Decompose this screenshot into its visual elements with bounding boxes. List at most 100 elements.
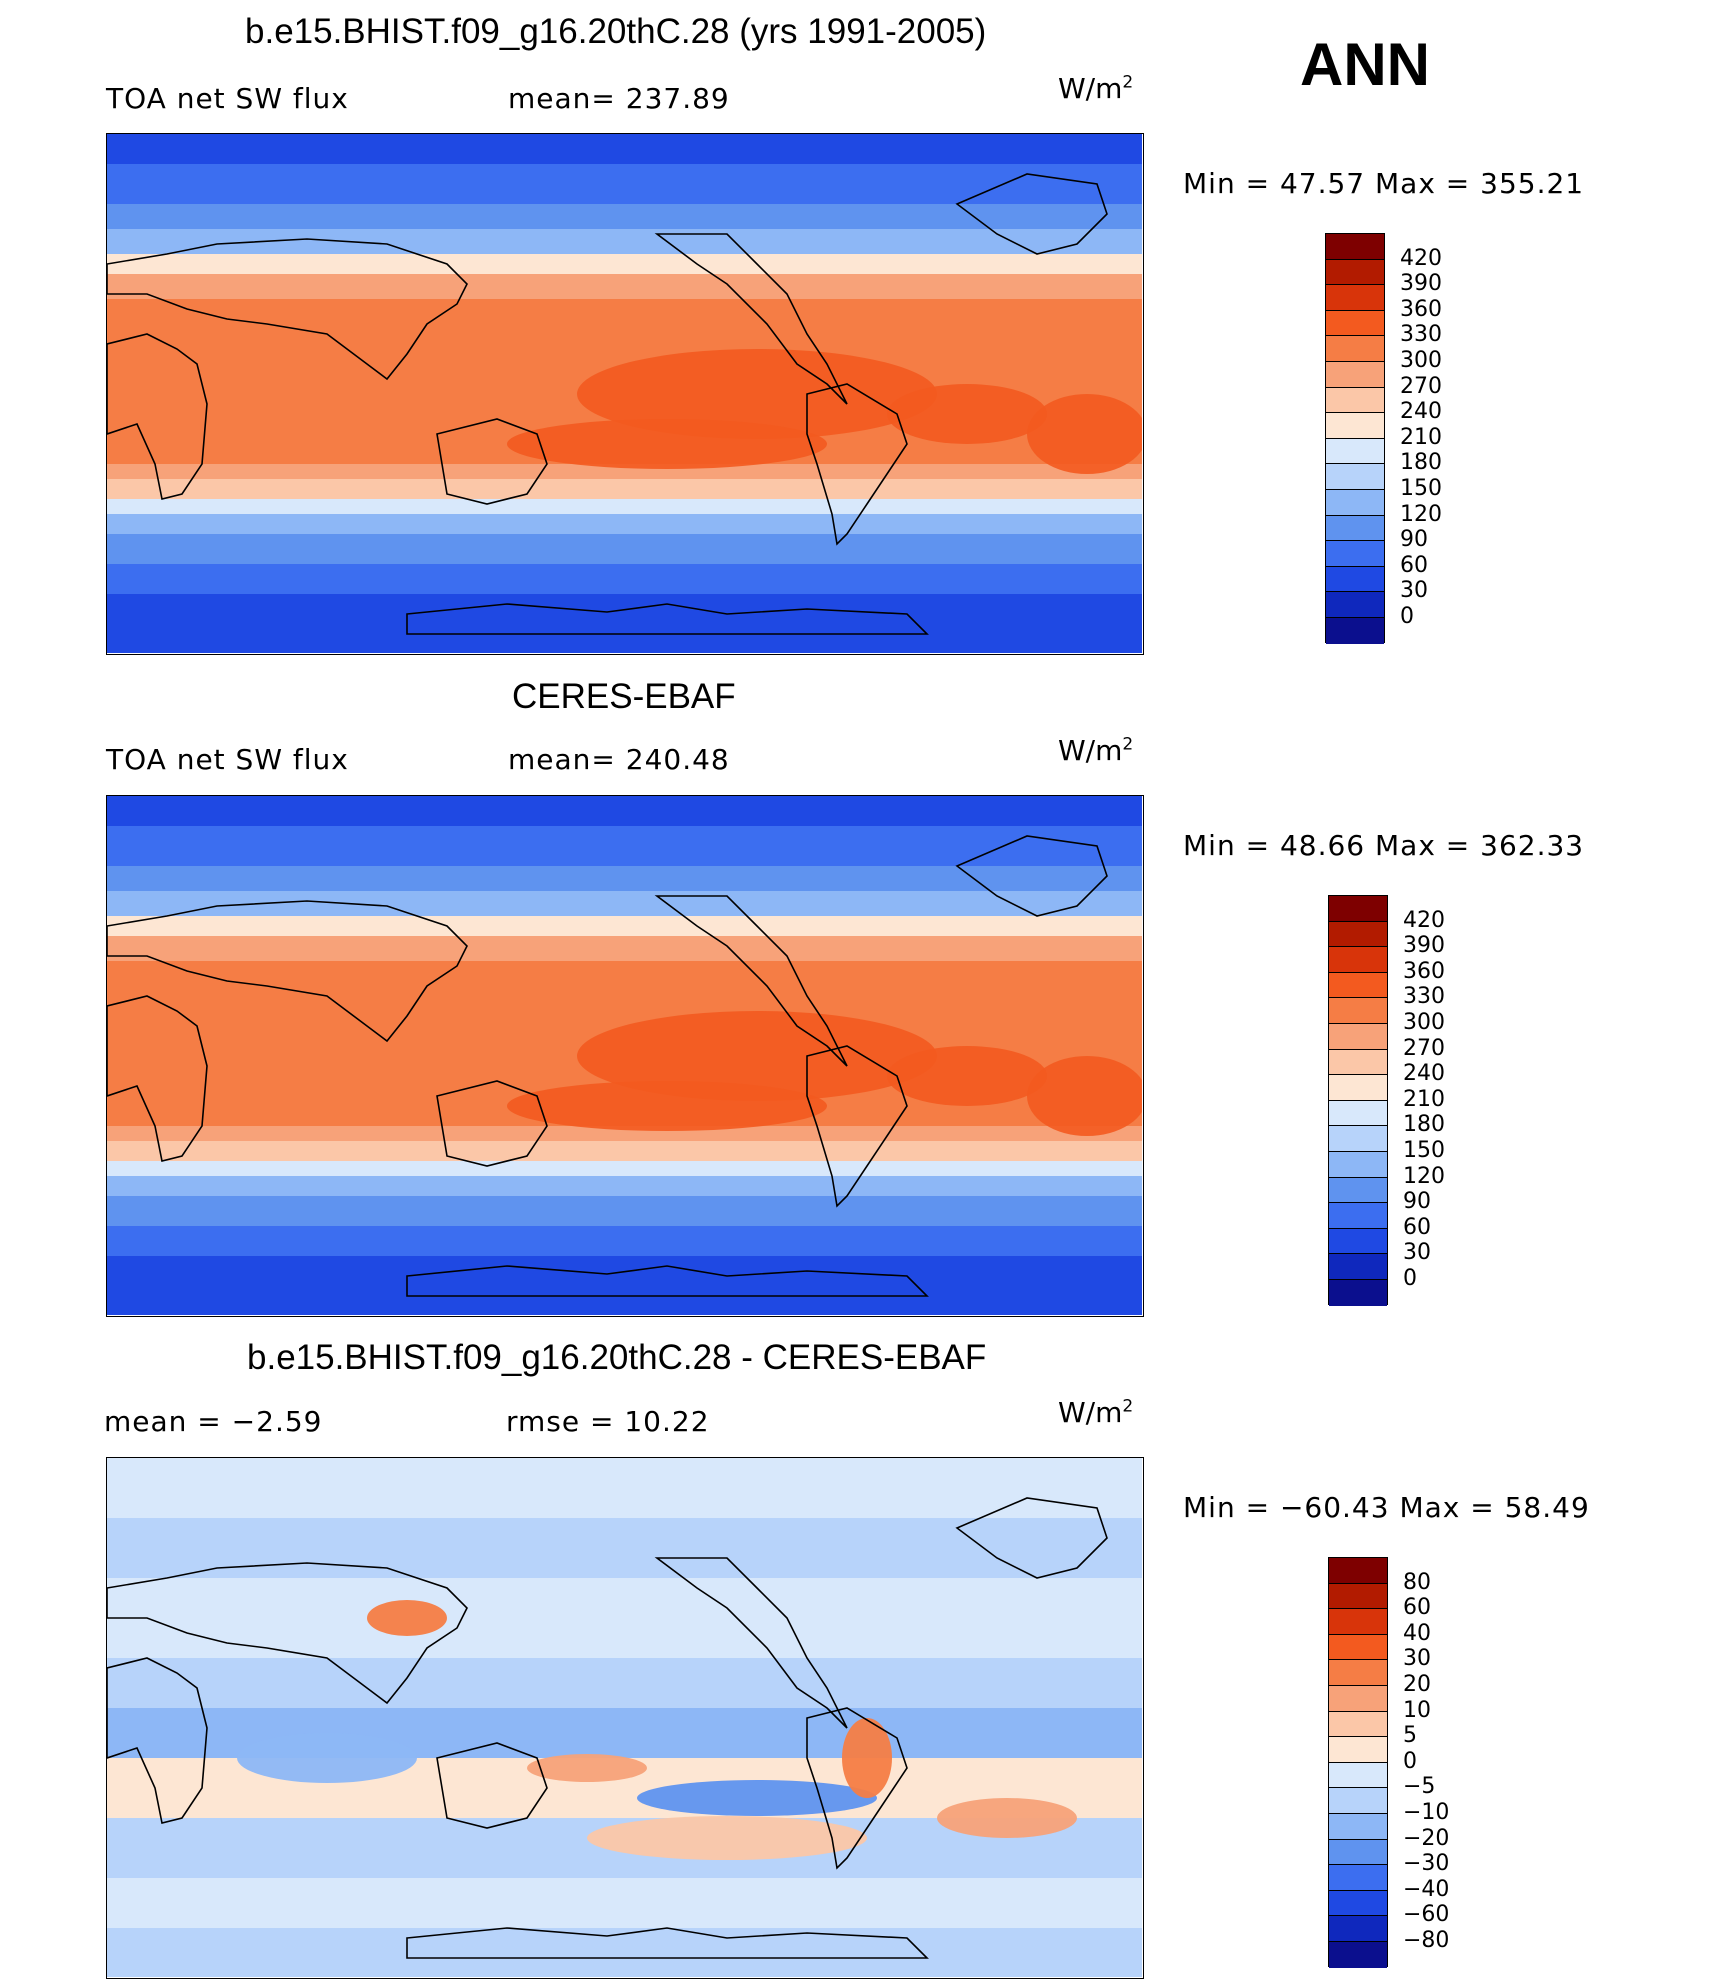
colorbar-swatch <box>1326 413 1384 439</box>
colorbar-level-label: 40 <box>1403 1620 1431 1646</box>
colorbar-swatch <box>1329 1660 1387 1686</box>
field-band <box>107 936 1142 961</box>
colorbar-level-label: 30 <box>1403 1646 1431 1672</box>
coastline <box>107 900 468 1043</box>
units-label: W/m2 <box>1058 734 1134 767</box>
colorbar-level-label: 330 <box>1403 984 1445 1010</box>
field-anomaly <box>842 1718 892 1798</box>
colorbar-level-label: 300 <box>1400 348 1442 373</box>
field-band <box>107 796 1142 826</box>
colorbar-level-label: −10 <box>1403 1800 1450 1825</box>
coastline <box>654 895 848 1067</box>
field-anomaly <box>937 1798 1077 1838</box>
colorbar-swatch <box>1329 1075 1387 1101</box>
field-maximum <box>887 1046 1047 1106</box>
field-band <box>107 916 1142 936</box>
field-band <box>107 1161 1142 1176</box>
colorbar-swatch <box>1329 1890 1387 1917</box>
colorbar-level-label: −5 <box>1403 1774 1436 1800</box>
field-band <box>107 1658 1142 1708</box>
coastline <box>654 233 848 405</box>
colorbar-level-label: 180 <box>1400 450 1442 476</box>
colorbar-level-label: 5 <box>1403 1723 1417 1749</box>
field-band <box>107 594 1142 653</box>
mean-label: mean = −2.59 <box>104 1405 323 1438</box>
colorbar <box>1328 895 1388 1306</box>
colorbar-level-label: 240 <box>1400 399 1442 425</box>
colorbar-level-label: 80 <box>1403 1569 1431 1595</box>
colorbar-level-label: 10 <box>1403 1697 1431 1723</box>
field-band <box>107 1458 1142 1518</box>
colorbar-level-label: 210 <box>1400 424 1442 450</box>
colorbar-level-label: 120 <box>1400 501 1442 527</box>
coastline <box>436 1080 548 1167</box>
colorbar-swatch <box>1329 1583 1387 1610</box>
colorbar-swatch <box>1326 438 1384 465</box>
field-anomaly <box>637 1780 877 1816</box>
colorbar-swatch <box>1326 464 1384 490</box>
colorbar-level-label: 90 <box>1403 1189 1431 1215</box>
field-band <box>107 826 1142 866</box>
colorbar-swatch <box>1329 972 1387 999</box>
map-diff <box>106 1457 1144 1979</box>
colorbar-swatch <box>1329 921 1387 948</box>
colorbar-swatch <box>1326 259 1384 286</box>
colorbar-swatch <box>1329 1788 1387 1814</box>
colorbar-swatch <box>1329 1203 1387 1229</box>
colorbar-swatch <box>1329 1865 1387 1891</box>
colorbar <box>1328 1557 1388 1968</box>
colorbar-swatch <box>1326 515 1384 542</box>
field-band <box>107 274 1142 299</box>
colorbar-level-label: 60 <box>1400 552 1428 578</box>
colorbar-level-label: 120 <box>1403 1163 1445 1189</box>
colorbar-level-label: 90 <box>1400 527 1428 553</box>
colorbar-level-label: 270 <box>1400 373 1442 399</box>
colorbar-level-label: −80 <box>1403 1928 1450 1953</box>
colorbar-level-label: 390 <box>1403 933 1445 959</box>
colorbar-swatch <box>1326 541 1384 567</box>
field-maximum <box>577 349 937 439</box>
field-maximum <box>1027 1056 1142 1136</box>
colorbar-swatch <box>1329 1941 1387 1968</box>
colorbar-swatch <box>1329 1634 1387 1661</box>
field-anomaly <box>587 1816 867 1860</box>
field-band <box>107 534 1142 564</box>
colorbar-swatch <box>1329 1279 1387 1306</box>
colorbar-level-label: 30 <box>1403 1240 1431 1266</box>
colorbar-level-label: 210 <box>1403 1086 1445 1112</box>
colorbar-swatch <box>1329 1711 1387 1738</box>
field-band <box>107 499 1142 514</box>
colorbar-swatch <box>1329 1813 1387 1840</box>
coastline <box>806 383 908 546</box>
colorbar-level-label: 270 <box>1403 1035 1445 1061</box>
colorbar-level-label: −40 <box>1403 1876 1450 1902</box>
colorbar-level-label: 0 <box>1403 1266 1417 1291</box>
mean-label: mean= 237.89 <box>508 82 730 115</box>
colorbar-level-label: 150 <box>1403 1138 1445 1163</box>
colorbar-level-label: 60 <box>1403 1595 1431 1621</box>
colorbar-swatch <box>1326 617 1384 644</box>
colorbar-level-label: 30 <box>1400 578 1428 604</box>
mean-label: mean= 240.48 <box>508 743 730 776</box>
panel-title: b.e15.BHIST.f09_g16.20thC.28 - CERES-EBA… <box>247 1338 987 1377</box>
coastline <box>955 835 1108 917</box>
field-band <box>107 1141 1142 1161</box>
colorbar-level-label: 20 <box>1403 1672 1431 1697</box>
field-anomaly <box>367 1600 447 1636</box>
coastline <box>654 1557 848 1729</box>
colorbar-level-label: 300 <box>1403 1010 1445 1035</box>
field-maximum <box>507 1081 827 1131</box>
colorbar-swatch <box>1329 1023 1387 1050</box>
colorbar-swatch <box>1329 1762 1387 1789</box>
field-maximum <box>887 384 1047 444</box>
coastline <box>107 333 208 500</box>
colorbar-swatch <box>1326 285 1384 311</box>
colorbar-swatch <box>1329 1609 1387 1635</box>
colorbar-level-label: 390 <box>1400 271 1442 297</box>
colorbar-swatch <box>1326 489 1384 516</box>
field-band <box>107 254 1142 274</box>
colorbar-swatch <box>1329 1228 1387 1255</box>
colorbar-level-label: 150 <box>1400 476 1442 501</box>
colorbar-swatch <box>1329 998 1387 1024</box>
coastline <box>107 1562 468 1705</box>
